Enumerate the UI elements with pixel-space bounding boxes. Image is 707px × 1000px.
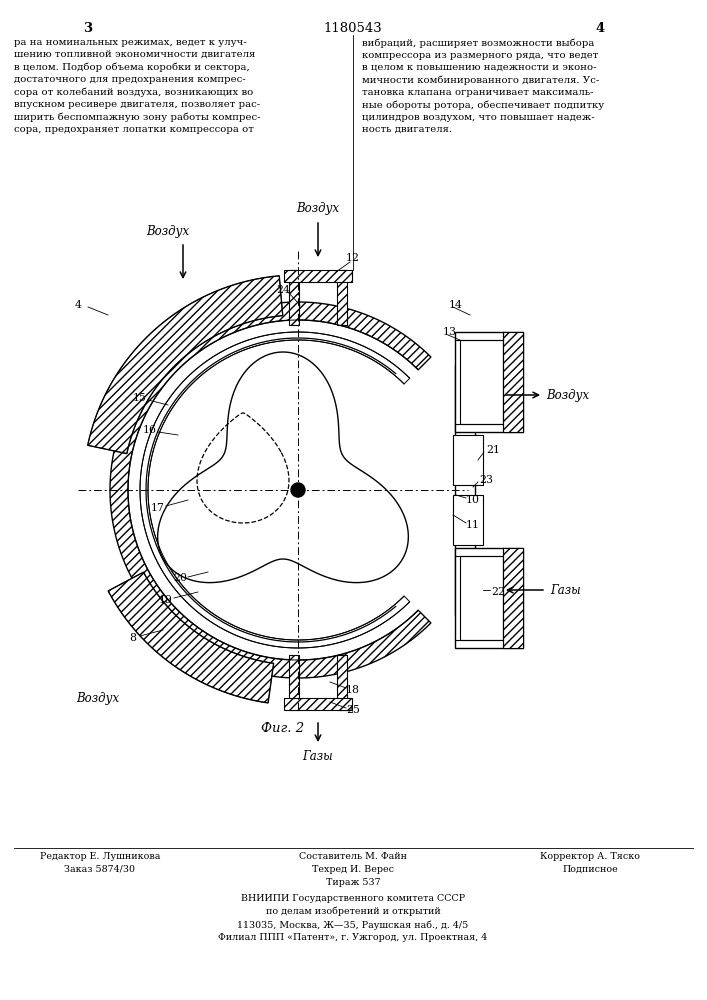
Text: Газы: Газы bbox=[550, 584, 580, 596]
Text: 17: 17 bbox=[151, 503, 165, 513]
Bar bbox=[453, 495, 483, 545]
Text: Воздух: Воздух bbox=[546, 388, 589, 401]
Bar bbox=[455, 548, 523, 648]
Text: 113035, Москва, Ж—35, Раушская наб., д. 4/5: 113035, Москва, Ж—35, Раушская наб., д. … bbox=[238, 920, 469, 930]
Text: 13: 13 bbox=[443, 327, 457, 337]
Text: Воздух: Воздух bbox=[76, 692, 119, 705]
Bar bbox=[289, 655, 299, 710]
Text: Тираж 537: Тираж 537 bbox=[326, 878, 380, 887]
Bar bbox=[460, 556, 503, 640]
Polygon shape bbox=[88, 276, 283, 454]
Text: Воздух: Воздух bbox=[146, 225, 189, 238]
Text: ВНИИПИ Государственного комитета СССР: ВНИИПИ Государственного комитета СССР bbox=[241, 894, 465, 903]
Text: Составитель М. Файн: Составитель М. Файн bbox=[299, 852, 407, 861]
Text: 11: 11 bbox=[466, 520, 480, 530]
Text: 14: 14 bbox=[449, 300, 463, 310]
Text: Заказ 5874/30: Заказ 5874/30 bbox=[64, 865, 136, 874]
Text: 10: 10 bbox=[466, 495, 480, 505]
Text: 24: 24 bbox=[276, 285, 290, 295]
Text: Фиг. 2: Фиг. 2 bbox=[262, 722, 305, 734]
Polygon shape bbox=[158, 352, 409, 583]
Text: 16: 16 bbox=[143, 425, 157, 435]
Text: 3: 3 bbox=[83, 22, 93, 35]
Text: 25: 25 bbox=[346, 705, 360, 715]
Polygon shape bbox=[110, 302, 431, 678]
Text: по делам изобретений и открытий: по делам изобретений и открытий bbox=[266, 907, 440, 916]
Text: 4: 4 bbox=[595, 22, 604, 35]
Bar bbox=[455, 365, 475, 615]
Bar bbox=[503, 548, 523, 648]
Text: 12: 12 bbox=[346, 253, 360, 263]
Text: 23: 23 bbox=[479, 475, 493, 485]
Text: 8: 8 bbox=[129, 633, 136, 643]
Bar bbox=[503, 332, 523, 432]
Bar bbox=[453, 435, 483, 485]
Text: вибраций, расширяет возможности выбора
компрессора из размерного ряда, что ведет: вибраций, расширяет возможности выбора к… bbox=[362, 38, 604, 134]
Text: 21: 21 bbox=[486, 445, 500, 455]
Text: 15: 15 bbox=[133, 393, 147, 403]
Text: Подписное: Подписное bbox=[562, 865, 618, 874]
Text: Техред И. Верес: Техред И. Верес bbox=[312, 865, 394, 874]
Bar bbox=[455, 332, 523, 432]
Text: 20: 20 bbox=[173, 573, 187, 583]
Bar bbox=[337, 655, 347, 710]
Polygon shape bbox=[108, 572, 274, 703]
Text: 4: 4 bbox=[74, 300, 81, 310]
Text: ра на номинальных режимах, ведет к улуч-
шению топливной экономичности двигателя: ра на номинальных режимах, ведет к улуч-… bbox=[14, 38, 260, 134]
Text: Газы: Газы bbox=[303, 750, 334, 763]
Bar bbox=[284, 270, 352, 282]
Bar bbox=[289, 270, 299, 325]
Text: 22: 22 bbox=[491, 587, 505, 597]
Text: Воздух: Воздух bbox=[296, 202, 339, 215]
Text: 19: 19 bbox=[159, 595, 173, 605]
Bar bbox=[460, 340, 503, 424]
Text: Корректор А. Тяско: Корректор А. Тяско bbox=[540, 852, 640, 861]
Circle shape bbox=[291, 483, 305, 497]
Text: 1180543: 1180543 bbox=[324, 22, 382, 35]
Bar bbox=[284, 698, 352, 710]
Bar bbox=[337, 270, 347, 325]
Text: Редактор Е. Лушникова: Редактор Е. Лушникова bbox=[40, 852, 160, 861]
Text: 18: 18 bbox=[346, 685, 360, 695]
Text: Филиал ППП «Патент», г. Ужгород, ул. Проектная, 4: Филиал ППП «Патент», г. Ужгород, ул. Про… bbox=[218, 933, 488, 942]
Polygon shape bbox=[140, 332, 410, 648]
